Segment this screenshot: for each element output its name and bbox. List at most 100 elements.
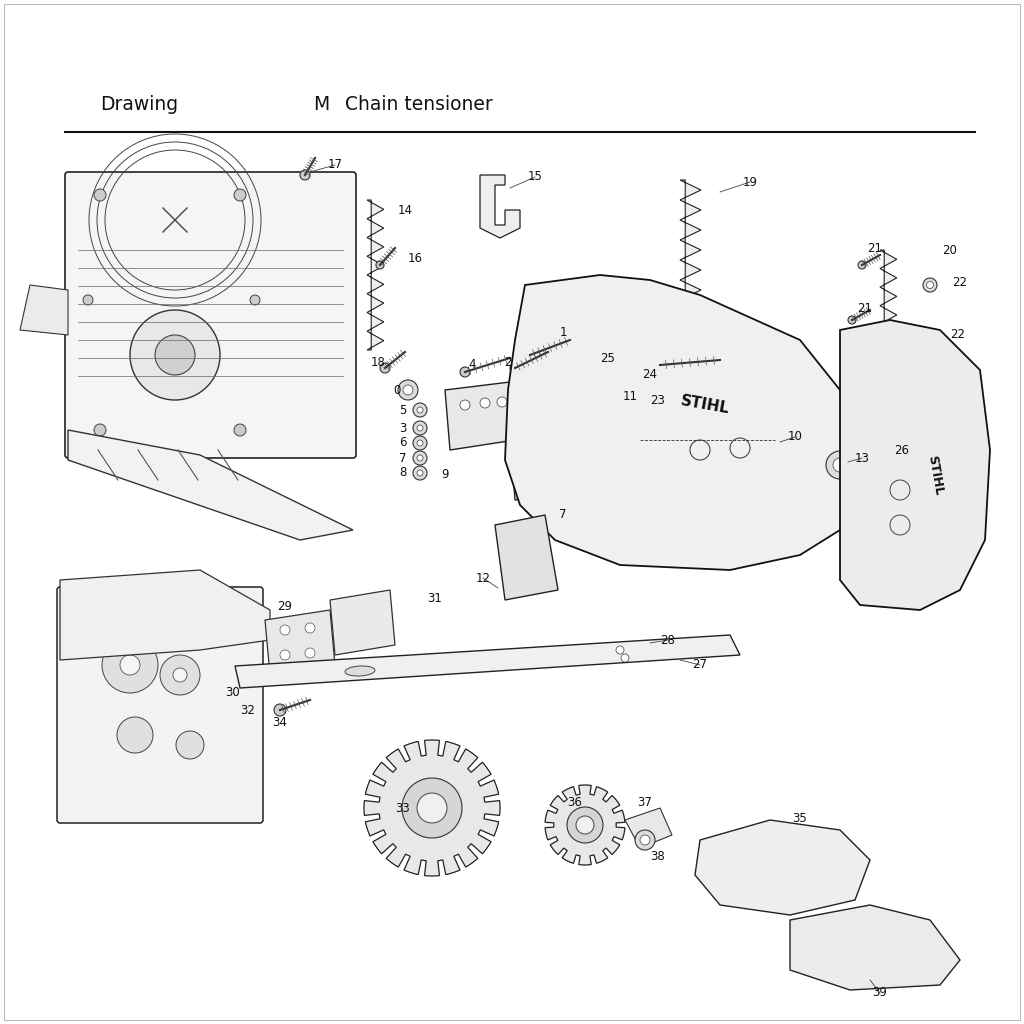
Text: 16: 16	[408, 252, 423, 264]
Circle shape	[417, 425, 423, 431]
Polygon shape	[60, 570, 270, 660]
Circle shape	[621, 654, 629, 662]
Text: STIHL: STIHL	[925, 454, 945, 496]
Circle shape	[417, 407, 423, 413]
Text: 21: 21	[857, 301, 872, 314]
Polygon shape	[545, 785, 625, 865]
Polygon shape	[495, 515, 558, 600]
Polygon shape	[880, 250, 897, 380]
Text: 10: 10	[787, 430, 803, 443]
Polygon shape	[20, 285, 68, 335]
Text: 6: 6	[399, 436, 407, 450]
Circle shape	[640, 835, 650, 845]
Text: 22: 22	[952, 275, 968, 289]
Text: 33: 33	[395, 802, 411, 814]
Circle shape	[480, 398, 490, 408]
Polygon shape	[480, 175, 520, 238]
Polygon shape	[625, 808, 672, 848]
Polygon shape	[234, 635, 740, 688]
Text: 7: 7	[559, 509, 566, 521]
Polygon shape	[615, 355, 660, 380]
Text: 27: 27	[692, 658, 708, 672]
Circle shape	[635, 830, 655, 850]
FancyBboxPatch shape	[65, 172, 356, 458]
Polygon shape	[680, 180, 701, 360]
Circle shape	[873, 439, 891, 457]
Polygon shape	[68, 430, 353, 540]
Circle shape	[460, 367, 470, 377]
Text: 32: 32	[241, 703, 255, 717]
Text: STIHL: STIHL	[679, 393, 731, 417]
Text: M: M	[313, 95, 330, 115]
Circle shape	[94, 189, 106, 201]
Circle shape	[569, 434, 581, 446]
Text: 22: 22	[950, 329, 966, 341]
Text: 36: 36	[567, 796, 583, 809]
Text: 35: 35	[793, 811, 807, 824]
Text: 14: 14	[397, 204, 413, 216]
Text: 5: 5	[399, 403, 407, 417]
Circle shape	[130, 310, 220, 400]
Circle shape	[380, 362, 390, 373]
Text: 26: 26	[895, 443, 909, 457]
Circle shape	[510, 362, 520, 373]
Circle shape	[250, 295, 260, 305]
Text: 12: 12	[475, 571, 490, 585]
Polygon shape	[695, 820, 870, 915]
Circle shape	[858, 261, 866, 269]
Circle shape	[402, 778, 462, 838]
Circle shape	[413, 466, 427, 480]
Ellipse shape	[345, 666, 375, 676]
Text: 28: 28	[660, 634, 676, 646]
Circle shape	[497, 397, 507, 407]
Circle shape	[234, 189, 246, 201]
Text: 11: 11	[623, 390, 638, 403]
Circle shape	[417, 793, 447, 823]
Circle shape	[413, 403, 427, 417]
Circle shape	[403, 385, 413, 395]
Circle shape	[529, 439, 541, 451]
Circle shape	[102, 637, 158, 693]
Polygon shape	[330, 590, 395, 655]
Circle shape	[460, 400, 470, 410]
Circle shape	[417, 455, 423, 461]
Text: 15: 15	[527, 171, 543, 183]
Circle shape	[925, 332, 932, 339]
Circle shape	[652, 357, 668, 373]
Circle shape	[94, 424, 106, 436]
Text: 17: 17	[328, 159, 342, 171]
Polygon shape	[840, 319, 990, 610]
Circle shape	[160, 655, 200, 695]
Circle shape	[83, 295, 93, 305]
Circle shape	[921, 328, 935, 342]
Circle shape	[120, 655, 140, 675]
Circle shape	[833, 458, 847, 472]
Text: 18: 18	[371, 355, 385, 369]
Circle shape	[274, 705, 286, 716]
Circle shape	[826, 451, 854, 479]
Circle shape	[848, 316, 856, 324]
Circle shape	[878, 443, 887, 453]
Polygon shape	[265, 610, 335, 675]
Text: 13: 13	[855, 452, 869, 465]
Text: 19: 19	[742, 175, 758, 188]
Circle shape	[280, 650, 290, 660]
Text: 4: 4	[468, 358, 476, 372]
Text: 31: 31	[428, 592, 442, 604]
Circle shape	[305, 648, 315, 658]
Circle shape	[413, 451, 427, 465]
Circle shape	[567, 807, 603, 843]
Text: 9: 9	[441, 469, 449, 481]
Text: 7: 7	[399, 452, 407, 465]
Text: 2: 2	[504, 355, 512, 369]
Text: 24: 24	[642, 369, 657, 382]
Circle shape	[173, 668, 187, 682]
Text: 20: 20	[942, 244, 957, 256]
Circle shape	[927, 282, 934, 289]
FancyBboxPatch shape	[57, 587, 263, 823]
Circle shape	[376, 261, 384, 269]
Text: 21: 21	[867, 242, 883, 255]
Text: 38: 38	[650, 850, 666, 862]
Circle shape	[923, 278, 937, 292]
Circle shape	[155, 335, 195, 375]
